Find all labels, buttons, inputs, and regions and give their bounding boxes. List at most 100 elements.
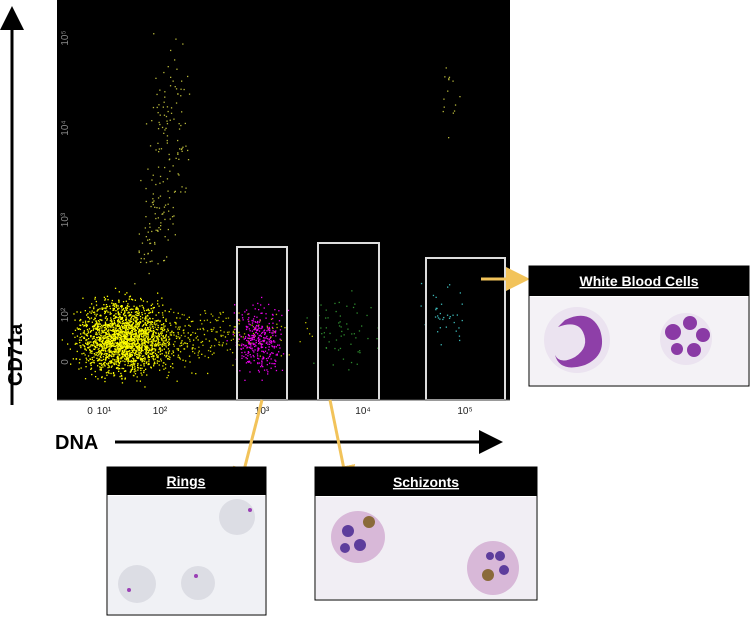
event-dot <box>125 336 126 337</box>
event-dot <box>93 312 94 313</box>
event-dot <box>149 223 150 224</box>
event-dot <box>167 123 168 124</box>
event-dot <box>135 322 136 323</box>
event-dot <box>125 308 126 309</box>
event-dot <box>136 320 137 321</box>
event-dot <box>155 213 156 214</box>
event-dot <box>257 363 258 364</box>
event-dot <box>166 338 167 339</box>
event-dot <box>209 340 210 341</box>
event-dot <box>146 236 147 237</box>
event-dot <box>147 328 148 329</box>
event-dot <box>84 348 85 349</box>
event-dot <box>110 351 111 352</box>
event-dot <box>276 324 277 325</box>
event-dot <box>142 305 143 306</box>
event-dot <box>454 322 455 323</box>
event-dot <box>109 354 110 355</box>
event-dot <box>98 320 99 321</box>
event-dot <box>234 326 235 327</box>
event-dot <box>107 357 108 358</box>
event-dot <box>132 358 133 359</box>
event-dot <box>153 204 154 205</box>
event-dot <box>159 364 160 365</box>
event-dot <box>123 340 124 341</box>
event-dot <box>153 175 154 176</box>
event-dot <box>104 364 105 365</box>
event-dot <box>170 325 171 326</box>
event-dot <box>119 339 120 340</box>
event-dot <box>129 328 130 329</box>
event-dot <box>137 369 138 370</box>
event-dot <box>87 317 88 318</box>
event-dot <box>93 330 94 331</box>
event-dot <box>152 304 153 305</box>
event-dot <box>278 310 279 311</box>
event-dot <box>241 355 242 356</box>
event-dot <box>160 333 161 334</box>
event-dot <box>243 336 244 337</box>
event-dot <box>187 343 188 344</box>
event-dot <box>227 340 228 341</box>
event-dot <box>158 104 159 105</box>
event-dot <box>146 201 147 202</box>
event-dot <box>89 311 90 312</box>
event-dot <box>130 334 131 335</box>
event-dot <box>166 331 167 332</box>
event-dot <box>245 338 246 339</box>
event-dot <box>158 339 159 340</box>
event-dot <box>119 317 120 318</box>
event-dot <box>111 319 112 320</box>
event-dot <box>265 347 266 348</box>
event-dot <box>128 332 129 333</box>
event-dot <box>183 332 184 333</box>
event-dot <box>449 284 450 285</box>
event-dot <box>267 364 268 365</box>
event-dot <box>159 320 160 321</box>
event-dot <box>162 314 163 315</box>
event-dot <box>170 309 171 310</box>
event-dot <box>131 338 132 339</box>
event-dot <box>107 371 108 372</box>
event-dot <box>85 366 86 367</box>
event-dot <box>239 339 240 340</box>
event-dot <box>263 330 264 331</box>
event-dot <box>102 347 103 348</box>
event-dot <box>89 318 90 319</box>
event-dot <box>283 353 284 354</box>
event-dot <box>97 352 98 353</box>
event-dot <box>125 294 126 295</box>
event-dot <box>146 310 147 311</box>
event-dot <box>269 344 270 345</box>
event-dot <box>273 341 274 342</box>
event-dot <box>104 300 105 301</box>
event-dot <box>181 345 182 346</box>
event-dot <box>169 342 170 343</box>
event-dot <box>121 336 122 337</box>
event-dot <box>163 326 164 327</box>
event-dot <box>146 332 147 333</box>
event-dot <box>179 337 180 338</box>
event-dot <box>98 309 99 310</box>
event-dot <box>143 360 144 361</box>
event-dot <box>176 158 177 159</box>
event-dot <box>173 352 174 353</box>
event-dot <box>108 338 109 339</box>
event-dot <box>162 127 163 128</box>
event-dot <box>169 154 170 155</box>
event-dot <box>156 329 157 330</box>
event-dot <box>153 365 154 366</box>
event-dot <box>145 216 146 217</box>
event-dot <box>125 342 126 343</box>
event-dot <box>175 322 176 323</box>
event-dot <box>99 330 100 331</box>
event-dot <box>136 317 137 318</box>
event-dot <box>248 317 249 318</box>
event-dot <box>162 353 163 354</box>
event-dot <box>203 329 204 330</box>
event-dot <box>107 324 108 325</box>
event-dot <box>119 341 120 342</box>
event-dot <box>82 322 83 323</box>
event-dot <box>129 321 130 322</box>
event-dot <box>187 346 188 347</box>
